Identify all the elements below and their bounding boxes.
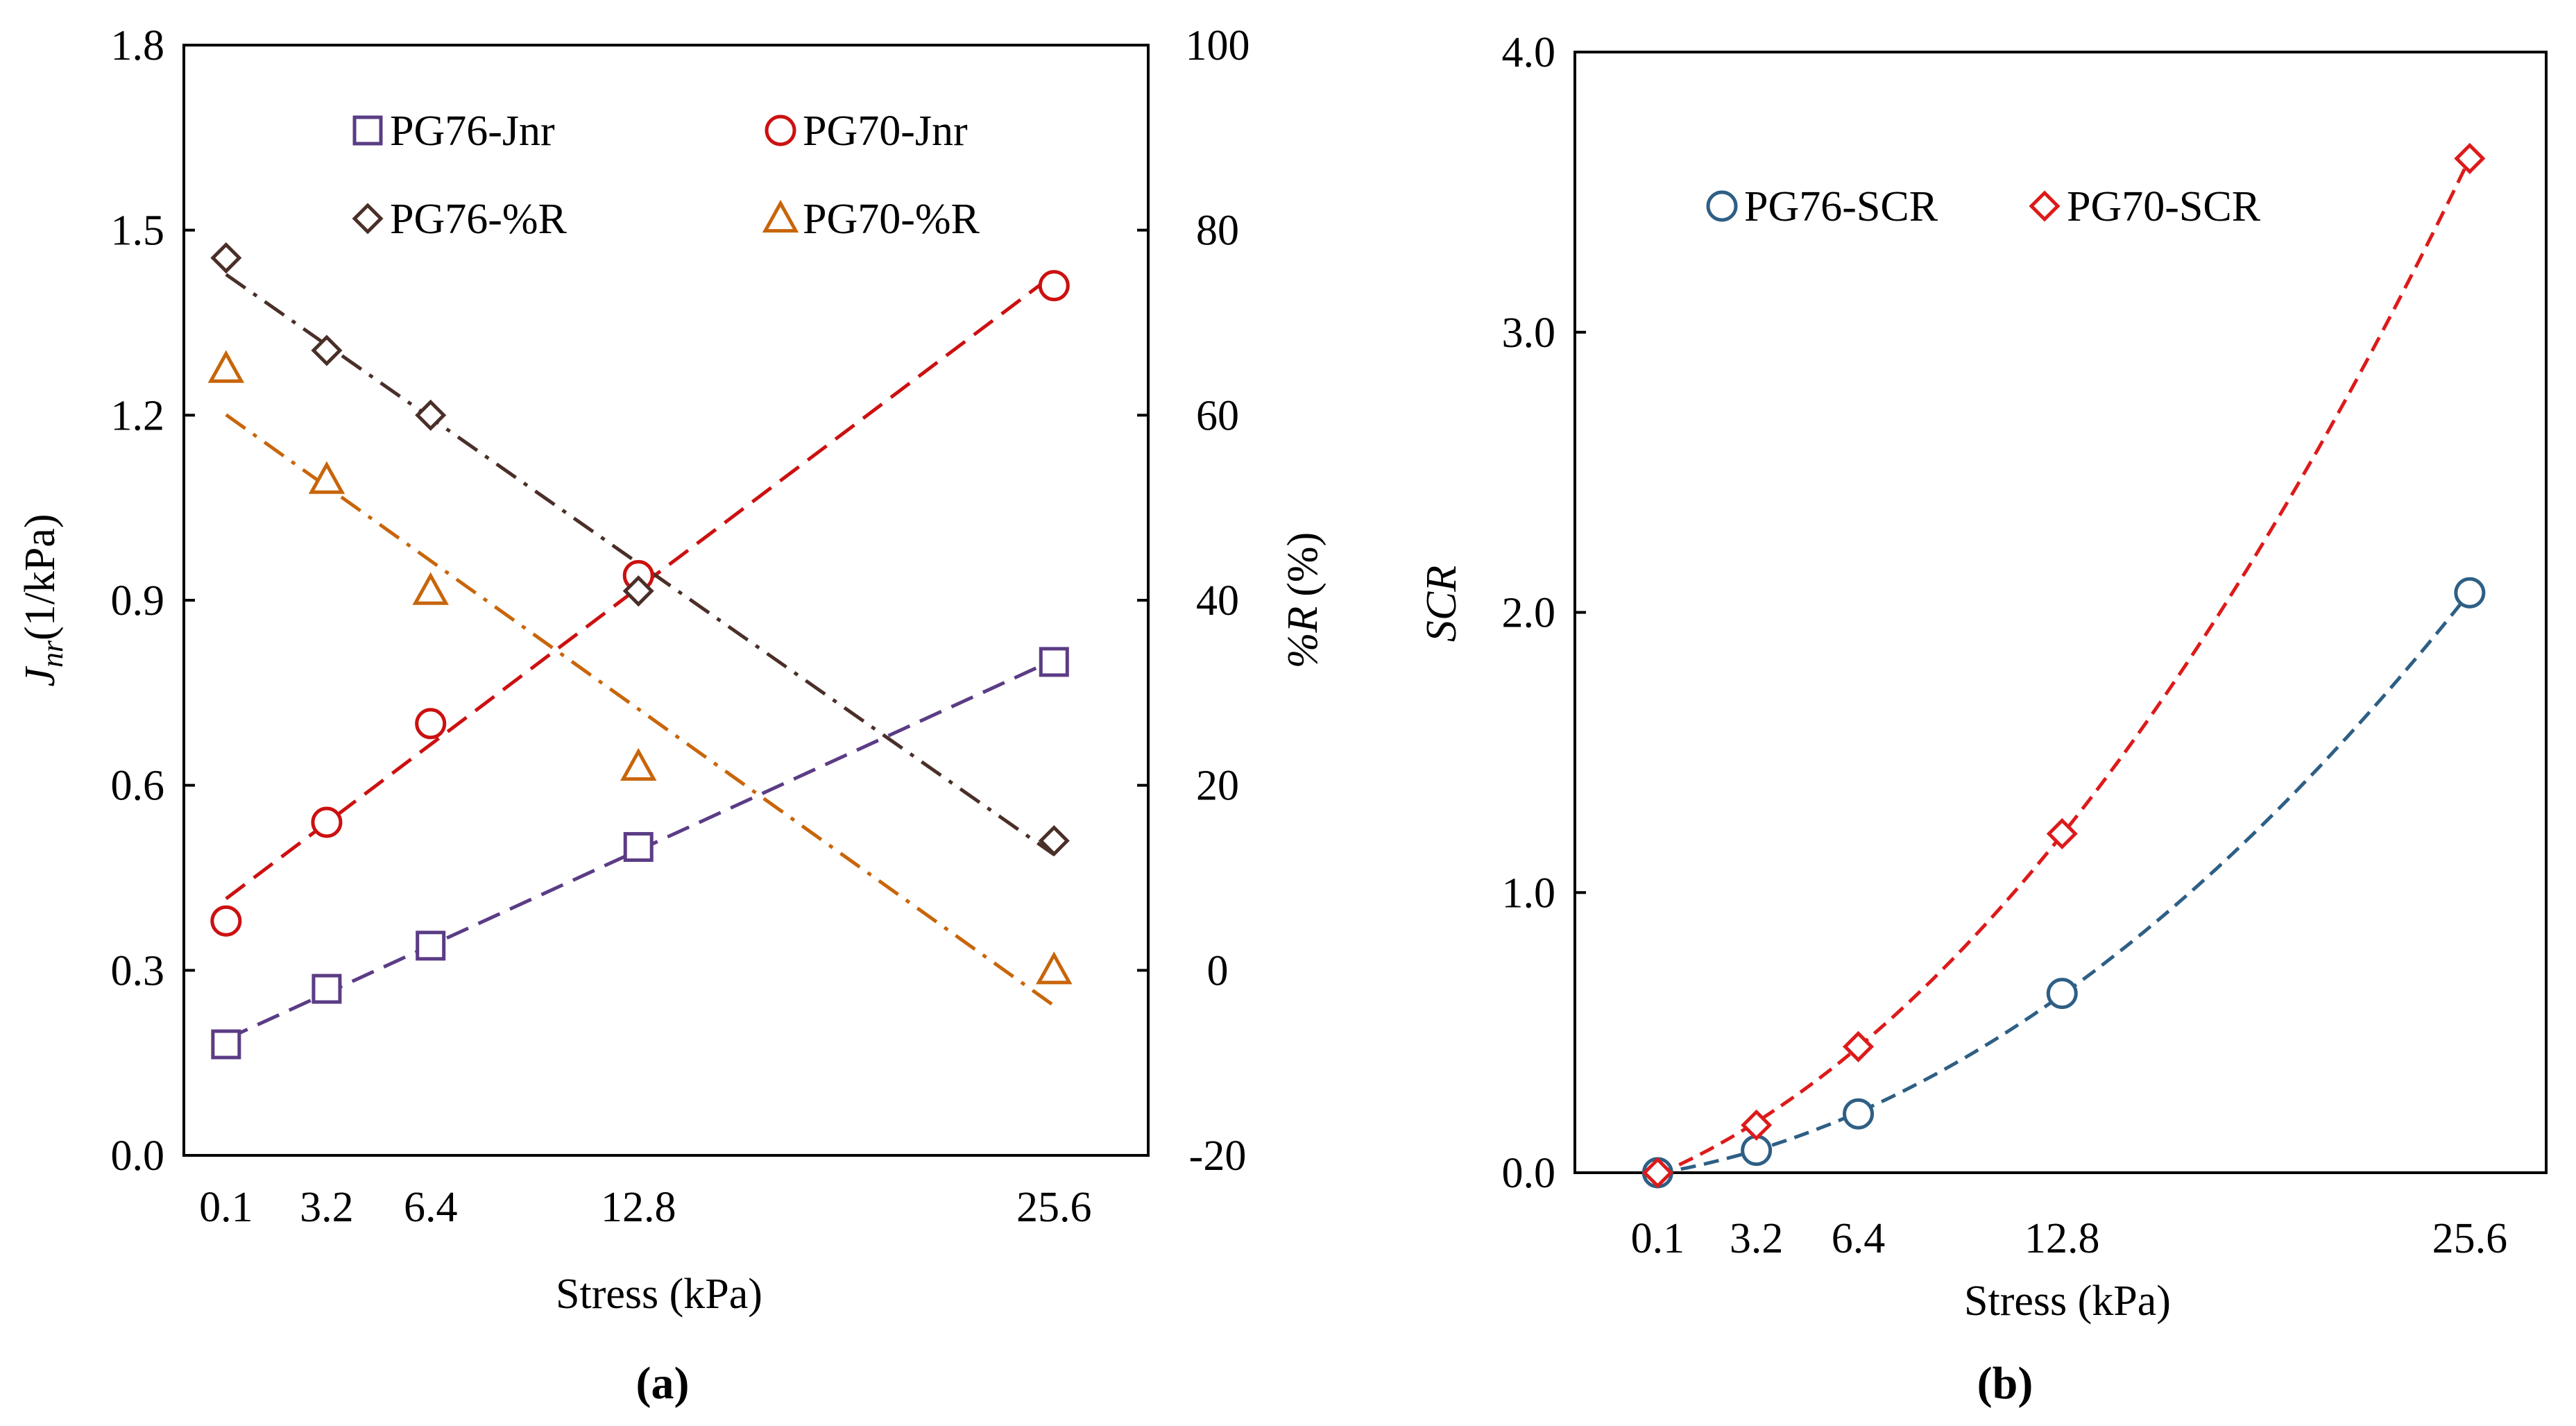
y-tick-label-4-0: 4.0 (1502, 29, 1556, 76)
legend-label-pg76-scr: PG76-SCR (1744, 183, 1938, 230)
y-tick-label-3-0: 3.0 (1502, 309, 1556, 357)
legend-label-pg70-r: PG70-%R (803, 196, 980, 243)
point-pg76-r-12-8 (622, 575, 654, 607)
panel-b-y-axis: 0.0 1.0 2.0 3.0 4.0 (1502, 29, 1586, 1197)
legend-marker-pg70-jnr (765, 114, 796, 146)
y-tick-label-0-6: 0.6 (111, 763, 165, 810)
panel-b-x-axis-title: Stress (kPa) (1964, 1278, 2171, 1325)
legend-marker-pg70-scr (2029, 190, 2061, 222)
x-tick-label-3-2: 3.2 (1730, 1215, 1784, 1262)
point-pg76-r-6-4 (415, 399, 447, 431)
point-pg70-jnr-0-1 (210, 905, 242, 937)
point-pg70-scr-6-4 (1842, 1030, 1875, 1062)
point-pg76-r-0-1 (210, 242, 242, 274)
panel-a-y2-axis-title: %R (%) (1279, 532, 1327, 668)
point-pg76-jnr-12-8 (623, 832, 654, 863)
panel-a-x-axis-title: Stress (kPa) (556, 1271, 762, 1318)
x-tick-label-6-4: 6.4 (404, 1184, 458, 1231)
point-pg76-r-25-6 (1038, 825, 1070, 857)
y2-tick-label-0: 0 (1207, 947, 1229, 994)
point-pg70-r-25-6 (1036, 951, 1073, 985)
panel-b-y-axis-title: SCR (1418, 566, 1465, 642)
panel-a-y-axis-title-unit: (1/kPa) (17, 513, 64, 640)
y-tick-label-1-2: 1.2 (111, 392, 165, 439)
y-tick-label-2-0: 2.0 (1502, 590, 1556, 637)
point-pg76-jnr-6-4 (416, 931, 446, 961)
legend-marker-pg76-jnr (352, 115, 383, 146)
panel-a-legend: PG76-Jnr PG70-Jnr PG76-%R PG70-%R (352, 108, 980, 243)
point-pg70-r-3-2 (308, 461, 346, 494)
point-pg76-jnr-0-1 (211, 1029, 241, 1060)
point-pg70-jnr-25-6 (1038, 270, 1070, 302)
point-pg70-r-0-1 (207, 350, 245, 383)
point-pg76-jnr-25-6 (1039, 647, 1069, 677)
panel-b-trendlines (1657, 158, 2472, 1176)
point-pg70-jnr-6-4 (415, 708, 447, 740)
point-pg76-scr-25-6 (2454, 577, 2486, 609)
trendline-pg70-scr (1657, 158, 2472, 1176)
panel-a-y-axis-title-symbol: J (17, 666, 64, 687)
legend-label-pg76-r: PG76-%R (390, 196, 568, 243)
legend-marker-pg76-scr (1706, 190, 1738, 222)
x-tick-label-6-4: 6.4 (1832, 1215, 1886, 1262)
point-pg76-jnr-3-2 (312, 974, 342, 1004)
x-tick-label-0-1: 0.1 (1631, 1215, 1685, 1262)
y2-tick-label-60: 60 (1196, 392, 1239, 439)
panel-b-x-axis: 0.1 3.2 6.4 12.8 25.6 (1631, 1215, 2507, 1262)
y-tick-label-0-3: 0.3 (111, 947, 165, 994)
panel-b-markers (1641, 142, 2486, 1189)
y2-tick-label-100: 100 (1186, 22, 1250, 69)
x-tick-label-12-8: 12.8 (601, 1184, 676, 1231)
y-tick-label-0-9: 0.9 (111, 577, 165, 625)
legend-marker-pg70-r (762, 199, 799, 233)
panel-a-y-axis-title: Jnr(1/kPa) (17, 513, 69, 686)
y-tick-label-1-0: 1.0 (1502, 869, 1556, 917)
panel-a-left-axis: 0.0 0.3 0.6 0.9 1.2 1.5 1.8 (111, 22, 195, 1180)
panel-b-chart: 0.0 1.0 2.0 3.0 4.0 0.1 3.2 6.4 12.8 25.6 Stress… (1418, 29, 2548, 1409)
trendline-pg76-scr (1657, 591, 2471, 1175)
x-tick-label-3-2: 3.2 (300, 1184, 354, 1231)
panel-a-right-axis: -20 0 20 40 60 80 100 (1137, 22, 1250, 1180)
panel-b-legend: PG76-SCR PG70-SCR (1706, 183, 2261, 230)
panel-a-markers (207, 242, 1073, 1060)
point-pg70-jnr-3-2 (311, 806, 343, 838)
legend-label-pg70-scr: PG70-SCR (2067, 183, 2261, 230)
point-pg76-r-3-2 (311, 334, 343, 366)
panel-a-y2-axis-title-symbol: %R (1279, 606, 1327, 669)
y-tick-label-1-5: 1.5 (111, 207, 165, 255)
y-tick-label-0-0: 0.0 (111, 1132, 165, 1180)
point-pg70-r-6-4 (412, 572, 449, 605)
legend-marker-pg76-r (352, 203, 384, 235)
point-pg70-r-12-8 (620, 747, 657, 781)
x-tick-label-0-1: 0.1 (199, 1184, 253, 1231)
y2-tick-label-80: 80 (1196, 207, 1239, 255)
point-pg76-scr-12-8 (2046, 978, 2078, 1010)
y2-tick-label-40: 40 (1196, 577, 1239, 625)
point-pg70-scr-3-2 (1741, 1109, 1773, 1141)
legend-label-pg76-jnr: PG76-Jnr (390, 108, 555, 155)
panel-a-y2-axis-title-unit: (%) (1279, 532, 1327, 597)
panel-a-trendlines (225, 273, 1055, 1041)
y-tick-label-0-0: 0.0 (1502, 1150, 1556, 1197)
panel-a-label: (a) (636, 1358, 690, 1409)
x-tick-label-25-6: 25.6 (2432, 1215, 2508, 1262)
x-tick-label-25-6: 25.6 (1016, 1184, 1092, 1231)
point-pg70-scr-0-1 (1641, 1157, 1673, 1189)
panel-a-chart: 0.0 0.3 0.6 0.9 1.2 1.5 1.8 -20 0 20 40 60 80 100 0.… (17, 22, 1327, 1409)
panel-a-y-axis-title-subscript: nr (35, 640, 69, 668)
point-pg76-scr-6-4 (1843, 1098, 1875, 1130)
trendline-pg70-r (225, 413, 1055, 1008)
x-tick-label-12-8: 12.8 (2024, 1215, 2100, 1262)
y2-tick-label-20: -20 (1189, 1132, 1247, 1180)
y2-tick-label-20: 20 (1196, 763, 1239, 810)
legend-label-pg70-jnr: PG70-Jnr (803, 108, 968, 155)
point-pg70-scr-25-6 (2454, 142, 2486, 174)
point-pg70-scr-12-8 (2046, 817, 2078, 849)
panel-b-label: (b) (1977, 1358, 2033, 1409)
panel-a-x-axis: 0.1 3.2 6.4 12.8 25.6 (199, 1184, 1091, 1231)
y-tick-label-1-8: 1.8 (111, 22, 165, 69)
